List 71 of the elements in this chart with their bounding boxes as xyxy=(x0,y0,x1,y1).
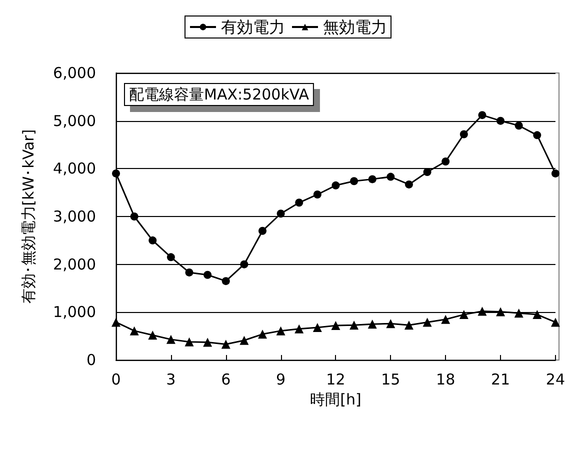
point xyxy=(422,318,432,327)
x-axis-title: 時間[h] xyxy=(310,390,362,408)
point xyxy=(112,169,120,178)
point xyxy=(460,130,468,138)
point xyxy=(295,198,304,207)
point xyxy=(148,236,157,244)
point xyxy=(514,122,523,130)
point xyxy=(332,181,340,190)
x-tick-label: 18 xyxy=(436,370,456,388)
point xyxy=(533,131,542,140)
point xyxy=(184,337,194,346)
y-tick-label: 0 xyxy=(86,351,96,369)
point xyxy=(441,314,450,324)
annotation: 配電線容量MAX:5200kVA xyxy=(129,86,310,104)
y-tick-label: 1,000 xyxy=(53,303,96,322)
y-tick-label: 6,000 xyxy=(53,64,96,82)
point xyxy=(386,172,395,181)
point xyxy=(404,180,413,188)
x-tick-label: 0 xyxy=(111,370,121,388)
point xyxy=(312,322,322,332)
x-tick-label: 9 xyxy=(276,370,286,388)
point xyxy=(514,308,524,318)
point xyxy=(294,324,304,334)
x-tick-label: 24 xyxy=(546,370,566,388)
x-tick-label: 3 xyxy=(166,370,176,388)
point xyxy=(203,338,212,347)
point xyxy=(386,319,396,328)
x-tick-label: 6 xyxy=(221,370,231,388)
point xyxy=(204,270,212,279)
point xyxy=(350,177,358,186)
point xyxy=(496,116,505,125)
point xyxy=(442,157,450,166)
point xyxy=(185,268,194,276)
point xyxy=(350,320,359,330)
point xyxy=(258,330,267,339)
point xyxy=(551,169,560,178)
point xyxy=(404,320,414,330)
point xyxy=(130,326,139,336)
y-tick-label: 3,000 xyxy=(53,208,96,226)
point xyxy=(368,320,377,329)
point xyxy=(532,310,542,320)
point xyxy=(258,226,266,235)
point xyxy=(166,334,176,344)
point xyxy=(478,111,486,120)
legend-label: 無効電力 xyxy=(323,18,387,36)
y-tick-label: 4,000 xyxy=(53,160,96,178)
point xyxy=(148,330,158,340)
legend-label: 有効電力 xyxy=(221,18,285,36)
point xyxy=(550,318,560,327)
y-axis-title: 有効･無効電力[kW･kVar] xyxy=(20,129,38,304)
x-tick-label: 15 xyxy=(381,370,400,388)
point xyxy=(240,336,249,345)
point xyxy=(222,277,230,286)
point xyxy=(130,212,138,220)
point xyxy=(112,318,120,327)
point xyxy=(276,326,286,336)
point xyxy=(313,190,322,198)
point xyxy=(240,260,248,268)
point xyxy=(423,168,432,176)
point xyxy=(368,175,376,184)
point xyxy=(496,307,506,316)
x-tick-label: 12 xyxy=(326,370,346,388)
x-tick-label: 21 xyxy=(490,370,510,388)
point xyxy=(478,306,487,316)
point xyxy=(166,253,175,262)
y-tick-label: 2,000 xyxy=(53,255,96,274)
y-tick-label: 5,000 xyxy=(53,112,96,130)
point xyxy=(221,340,230,349)
point xyxy=(276,210,285,218)
point xyxy=(331,321,340,330)
point xyxy=(459,310,468,320)
